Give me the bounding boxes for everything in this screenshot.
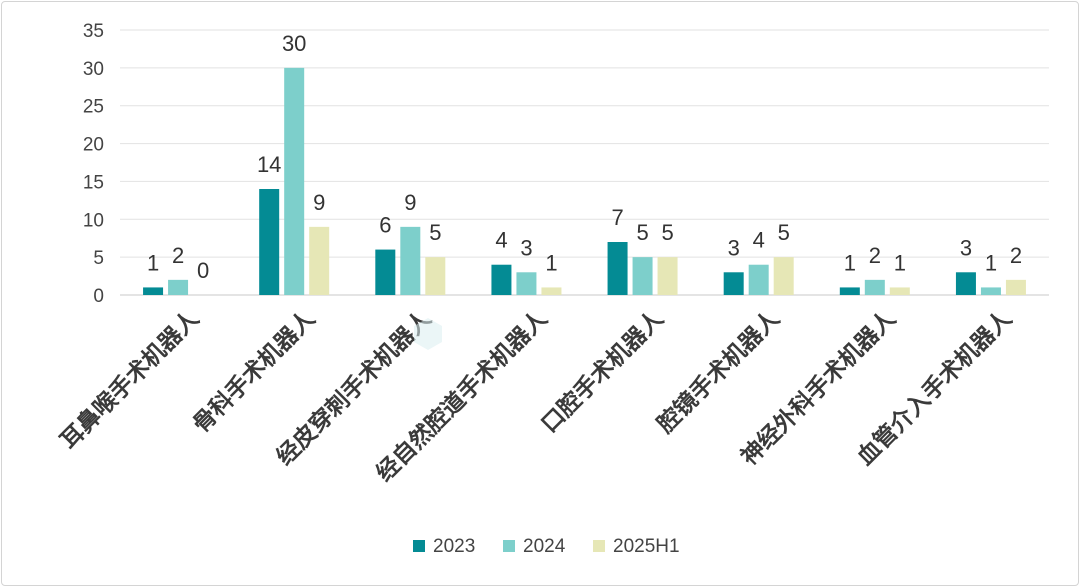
bar-2023 xyxy=(955,272,976,295)
data-label: 9 xyxy=(313,190,325,215)
bar-2025H1 xyxy=(425,257,446,295)
data-label: 3 xyxy=(960,235,972,260)
data-label: 4 xyxy=(495,228,507,253)
legend-swatch-2025H1 xyxy=(593,540,605,552)
watermark-emblem xyxy=(414,318,442,350)
bar-2024 xyxy=(284,67,305,295)
bar-2025H1 xyxy=(1005,279,1026,295)
data-label: 30 xyxy=(282,31,306,56)
y-tick-label: 30 xyxy=(83,59,104,80)
data-label: 2 xyxy=(869,243,881,268)
bar-2024 xyxy=(168,279,189,295)
bar-2025H1 xyxy=(773,257,794,295)
legend-label: 2025H1 xyxy=(613,536,680,557)
bar-2025H1 xyxy=(889,287,910,295)
data-label: 1 xyxy=(147,250,159,275)
bar-2024 xyxy=(980,287,1001,295)
data-label: 1 xyxy=(985,250,997,275)
data-label: 5 xyxy=(429,220,441,245)
data-label: 5 xyxy=(636,220,648,245)
category-label: 耳鼻喉手术机器人 xyxy=(55,304,205,454)
y-tick-label: 15 xyxy=(83,172,104,193)
y-tick-label: 20 xyxy=(83,135,104,156)
bar-2024 xyxy=(864,279,885,295)
data-label: 7 xyxy=(611,205,623,230)
y-tick-label: 35 xyxy=(83,21,104,42)
category-label: 骨科手术机器人 xyxy=(188,305,321,438)
legend-label: 2023 xyxy=(433,536,475,557)
bar-2023 xyxy=(143,287,164,295)
data-label: 0 xyxy=(197,258,209,283)
data-label: 5 xyxy=(778,220,790,245)
y-tick-label: 0 xyxy=(93,286,104,307)
legend-label: 2024 xyxy=(523,536,566,557)
bar-2024 xyxy=(516,272,537,295)
bar-2023 xyxy=(491,264,512,295)
data-label: 2 xyxy=(1010,243,1022,268)
data-label: 6 xyxy=(379,213,391,238)
category-label: 口腔手术机器人 xyxy=(536,304,670,438)
data-label: 3 xyxy=(728,235,740,260)
bar-2025H1 xyxy=(541,287,562,295)
data-label: 4 xyxy=(753,228,765,253)
bar-2024 xyxy=(400,226,421,295)
data-label: 5 xyxy=(661,220,673,245)
bar-2023 xyxy=(259,189,280,295)
data-label: 1 xyxy=(844,250,856,275)
bar-2023 xyxy=(375,249,396,295)
data-label: 1 xyxy=(894,250,906,275)
bar-2023 xyxy=(723,272,744,295)
bar-2025H1 xyxy=(657,257,678,295)
legend-swatch-2023 xyxy=(413,540,425,552)
category-label: 腔镜手术机器人 xyxy=(651,304,785,438)
data-label: 1 xyxy=(545,250,557,275)
bar-2024 xyxy=(632,257,653,295)
data-label: 2 xyxy=(172,243,184,268)
y-tick-label: 5 xyxy=(93,248,104,269)
bar-2025H1 xyxy=(309,226,330,295)
data-label: 14 xyxy=(257,152,281,177)
y-tick-label: 25 xyxy=(83,97,104,118)
bar-2024 xyxy=(748,264,769,295)
legend-swatch-2024 xyxy=(503,540,515,552)
data-label: 9 xyxy=(404,190,416,215)
data-label: 3 xyxy=(520,235,532,260)
y-tick-label: 10 xyxy=(83,210,104,231)
bar-2023 xyxy=(839,287,860,295)
bar-2023 xyxy=(607,242,628,295)
